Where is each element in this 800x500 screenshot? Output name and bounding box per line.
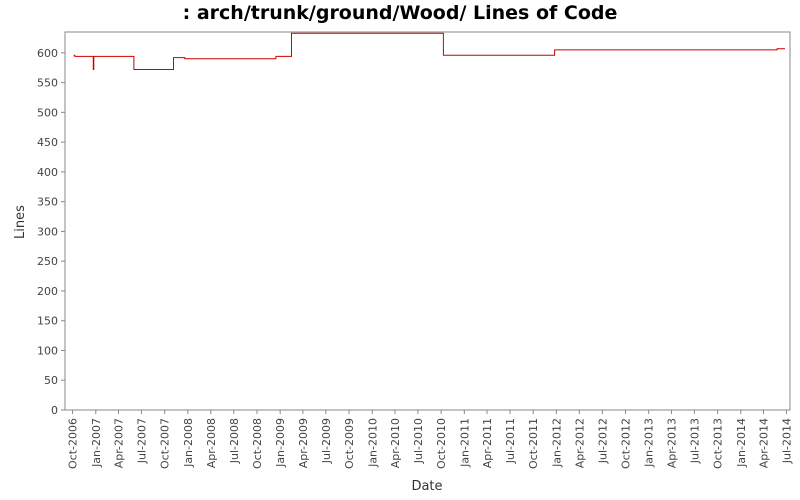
series-layer <box>73 32 785 70</box>
y-axis-label: Lines <box>13 205 28 239</box>
plot-area <box>64 31 791 411</box>
x-tick-label: Jan-2012 <box>550 418 563 468</box>
x-tick-label: Jul-2010 <box>412 418 425 464</box>
x-tick-label: Jul-2008 <box>228 418 241 464</box>
y-tick-label: 550 <box>37 77 58 90</box>
y-tick-label: 400 <box>37 166 58 179</box>
x-tick-label: Apr-2010 <box>389 418 402 468</box>
y-tick-label: 50 <box>44 374 58 387</box>
x-tick-label: Oct-2007 <box>159 418 172 469</box>
series-line <box>73 32 785 70</box>
x-tick-label: Jan-2010 <box>366 418 379 468</box>
x-tick-label: Oct-2010 <box>435 418 448 469</box>
y-tick-label: 100 <box>37 344 58 357</box>
y-tick-label: 450 <box>37 136 58 149</box>
x-tick-label: Jul-2009 <box>320 418 333 464</box>
y-tick-label: 500 <box>37 106 58 119</box>
y-tick-label: 300 <box>37 225 58 238</box>
x-tick-label: Oct-2006 <box>67 418 80 469</box>
x-tick-label: Apr-2014 <box>758 418 771 468</box>
x-tick-label: Apr-2008 <box>205 418 218 468</box>
y-axis: 0 50 100 150 200 250 300 350 400 450 500 550 600 <box>37 47 65 417</box>
x-tick-label: Apr-2011 <box>481 418 494 468</box>
x-tick-label: Apr-2013 <box>665 418 678 468</box>
x-tick-label: Oct-2011 <box>527 418 540 469</box>
x-tick-label: Jan-2007 <box>90 418 103 468</box>
x-tick-label: Apr-2012 <box>573 418 586 468</box>
x-tick-label: Oct-2013 <box>712 418 725 469</box>
y-tick-label: 600 <box>37 47 58 60</box>
y-tick-label: 0 <box>51 404 58 417</box>
x-axis-label: Date <box>411 479 442 494</box>
x-tick-label: Oct-2008 <box>251 418 264 469</box>
x-axis: Oct-2006 Jan-2007 Apr-2007 Jul-2007 Oct-2007… <box>67 410 793 469</box>
x-tick-label: Apr-2007 <box>112 418 125 468</box>
x-tick-label: Jul-2014 <box>780 418 793 464</box>
x-tick-label: Jan-2011 <box>458 418 471 468</box>
x-tick-label: Jan-2014 <box>735 418 748 468</box>
y-tick-label: 350 <box>37 196 58 209</box>
x-tick-label: Oct-2009 <box>343 418 356 469</box>
x-tick-label: Jan-2013 <box>643 418 656 468</box>
x-tick-label: Oct-2012 <box>620 418 633 469</box>
x-tick-label: Jan-2008 <box>182 418 195 468</box>
x-tick-label: Jan-2009 <box>274 418 287 468</box>
y-tick-label: 150 <box>37 315 58 328</box>
chart-title: : arch/trunk/ground/Wood/ Lines of Code <box>182 2 618 24</box>
x-tick-label: Jul-2012 <box>596 418 609 464</box>
x-tick-label: Jul-2007 <box>135 418 148 464</box>
x-tick-label: Jul-2011 <box>504 418 517 464</box>
x-tick-label: Apr-2009 <box>297 418 310 468</box>
x-tick-label: Jul-2013 <box>688 418 701 464</box>
y-tick-label: 200 <box>37 285 58 298</box>
y-tick-label: 250 <box>37 255 58 268</box>
